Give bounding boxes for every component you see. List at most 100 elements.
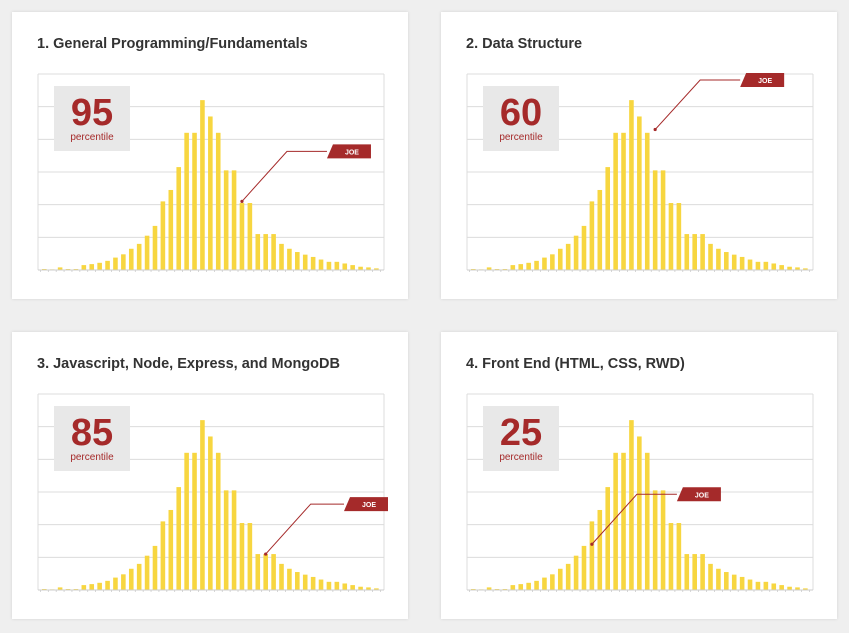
bar — [89, 264, 95, 270]
bar — [184, 452, 189, 590]
bar — [287, 248, 292, 270]
percentile-label: percentile — [499, 452, 543, 463]
bar — [716, 568, 721, 590]
bar — [144, 555, 150, 590]
bar — [486, 587, 492, 590]
bar — [231, 170, 237, 270]
bar — [573, 235, 579, 270]
marker-label: JOE — [362, 502, 376, 509]
distribution-chart: JOE — [466, 73, 814, 272]
bar — [295, 572, 300, 590]
bar — [708, 563, 713, 590]
bar — [621, 452, 626, 590]
bar — [597, 509, 603, 590]
bar — [81, 265, 87, 270]
bar — [565, 563, 571, 590]
bar — [113, 257, 118, 270]
bar — [755, 261, 761, 270]
bar — [239, 203, 245, 270]
percentile-value: 95 — [70, 92, 114, 134]
bar — [486, 267, 492, 270]
bar — [136, 243, 142, 270]
bar — [700, 554, 705, 590]
card-title: 2. Data Structure — [466, 36, 583, 52]
bar — [334, 261, 340, 270]
bar — [565, 243, 571, 270]
bar — [57, 587, 63, 590]
bar — [676, 523, 682, 590]
bar — [605, 167, 611, 270]
bar — [105, 580, 110, 590]
bar — [334, 581, 340, 590]
bar — [684, 234, 690, 270]
bar — [152, 225, 158, 270]
bar — [208, 116, 213, 270]
chart-card-data-structure: 2. Data Structure JOE 60 percentile — [441, 12, 837, 299]
bar — [510, 585, 516, 590]
marker-dot — [653, 127, 657, 132]
bar — [358, 266, 363, 270]
bar — [239, 523, 245, 590]
percentile-badge: 85 percentile — [54, 406, 130, 471]
bar — [542, 577, 547, 590]
bar — [342, 263, 348, 270]
bar — [176, 487, 182, 590]
bar — [295, 252, 300, 270]
marker-tag — [344, 497, 388, 512]
bar — [692, 234, 697, 270]
bar — [771, 263, 777, 270]
bar — [215, 132, 221, 270]
bar — [366, 267, 371, 270]
marker-leader-line — [241, 150, 327, 202]
bar — [121, 254, 126, 270]
marker-label: JOE — [695, 492, 709, 499]
bar — [247, 523, 253, 590]
bar — [287, 568, 292, 590]
bar — [668, 523, 674, 590]
bar — [629, 420, 634, 590]
bar — [342, 583, 348, 590]
bar — [668, 203, 674, 270]
bar — [581, 545, 587, 590]
bar — [81, 585, 87, 590]
bar — [192, 132, 197, 270]
bar — [747, 579, 753, 590]
bar — [526, 262, 531, 270]
bar — [589, 521, 595, 590]
bar — [637, 116, 642, 270]
bar — [597, 189, 603, 270]
bar — [660, 490, 666, 590]
bar — [97, 262, 102, 270]
bar — [200, 420, 205, 590]
bar — [168, 189, 174, 270]
bar — [763, 261, 769, 270]
bar — [113, 577, 118, 590]
bar — [605, 487, 611, 590]
card-title: 1. General Programming/Fundamentals — [37, 36, 308, 52]
bar — [97, 582, 102, 590]
marker-dot — [240, 199, 244, 203]
bar — [684, 554, 690, 590]
chart-card-general-programming: 1. General Programming/Fundamentals JOE … — [12, 12, 408, 299]
bar — [318, 259, 324, 270]
bar — [660, 170, 666, 270]
bar — [676, 203, 682, 270]
bar — [255, 234, 261, 270]
bar — [550, 254, 555, 270]
bar — [637, 436, 642, 590]
bar — [652, 490, 658, 590]
marker-tag — [740, 73, 785, 87]
bar — [739, 576, 745, 590]
bar — [700, 234, 705, 270]
bar — [779, 265, 784, 270]
marker-dot — [590, 542, 594, 546]
bar — [510, 265, 516, 270]
bar — [589, 201, 595, 270]
distribution-chart: JOE — [37, 73, 385, 272]
percentile-value: 25 — [499, 412, 543, 454]
marker-leader-line — [265, 503, 344, 555]
bar — [518, 584, 524, 590]
bar — [152, 545, 158, 590]
bar — [215, 452, 221, 590]
bar — [136, 563, 142, 590]
